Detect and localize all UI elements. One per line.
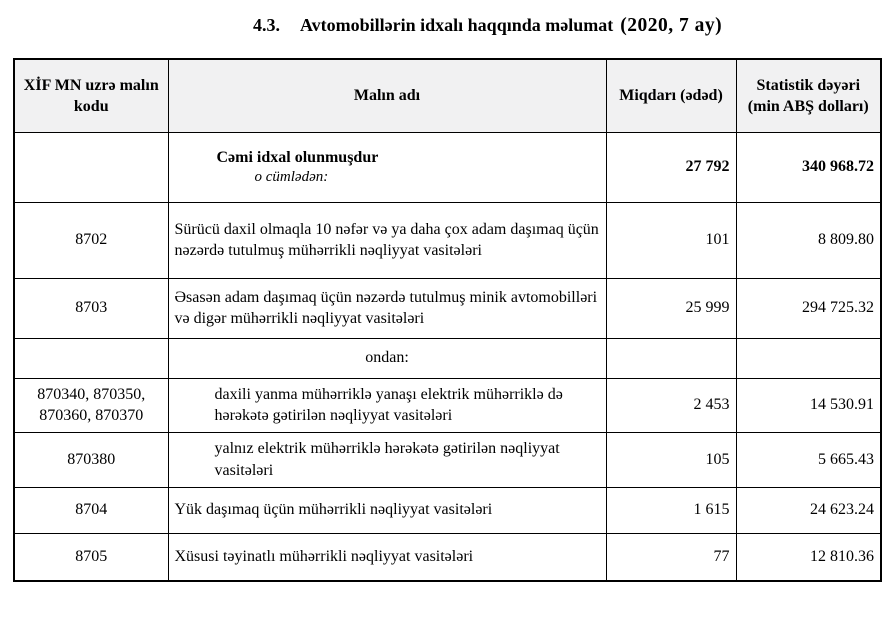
row-name-cell: Xüsusi təyinatlı mühərrikli nəqliyyat va… <box>167 532 607 582</box>
row-name-cell: Sürücü daxil olmaqla 10 nəfər və ya daha… <box>167 201 607 279</box>
table-row: 8702 Sürücü daxil olmaqla 10 nəfər və ya… <box>13 201 882 279</box>
row-value-cell: 294 725.32 <box>735 277 882 339</box>
header-value: Statistik dəyəri (min ABŞ dolları) <box>735 58 882 133</box>
row-value-cell: 14 530.91 <box>735 377 882 433</box>
row-name-cell: daxili yanma mühərriklə yanaşı elektrik … <box>167 377 607 433</box>
total-name-cell: Cəmi idxal olunmuşdur o cümlədən: <box>167 131 607 203</box>
table-row: 8703 Əsasən adam daşımaq üçün nəzərdə tu… <box>13 277 882 339</box>
row-code-cell: 8702 <box>13 201 169 279</box>
table-row: 8704 Yük daşımaq üçün mühərrikli nəqliyy… <box>13 486 882 534</box>
title-text: Avtomobillərin idxalı haqqında məlumat <box>300 15 614 35</box>
total-qty-cell: 27 792 <box>605 131 737 203</box>
header-code: XİF MN uzrə malın kodu <box>13 58 169 133</box>
row-qty-cell: 25 999 <box>605 277 737 339</box>
total-label: Cəmi idxal olunmuşdur <box>216 148 379 166</box>
row-code-cell: 8705 <box>13 532 169 582</box>
row-qty-cell: 1 615 <box>605 486 737 534</box>
page-title: 4.3. Avtomobillərin idxalı haqqında məlum… <box>253 15 722 37</box>
table-row-ondan: ondan: <box>13 337 882 379</box>
imports-table: XİF MN uzrə malın kodu Malın adı Miqdarı… <box>13 58 882 582</box>
row-qty-cell <box>605 337 737 379</box>
row-code-cell: 870340, 870350, 870360, 870370 <box>13 377 169 433</box>
row-value-cell: 24 623.24 <box>735 486 882 534</box>
table-header-row: XİF MN uzrə malın kodu Malın adı Miqdarı… <box>13 58 882 133</box>
total-code-cell <box>13 131 169 203</box>
header-name: Malın adı <box>167 58 607 133</box>
row-value-cell <box>735 337 882 379</box>
row-code-cell <box>13 337 169 379</box>
total-sublabel: o cümlədən: <box>254 168 329 185</box>
row-value-cell: 5 665.43 <box>735 431 882 488</box>
table-row: 8705 Xüsusi təyinatlı mühərrikli nəqliyy… <box>13 532 882 582</box>
row-name-cell: ondan: <box>167 337 607 379</box>
row-name-cell: yalnız elektrik mühərriklə hərəkətə gəti… <box>167 431 607 488</box>
row-qty-cell: 2 453 <box>605 377 737 433</box>
table-row-total: Cəmi idxal olunmuşdur o cümlədən: 27 792… <box>13 131 882 203</box>
total-value-cell: 340 968.72 <box>735 131 882 203</box>
row-qty-cell: 77 <box>605 532 737 582</box>
row-name-cell: Əsasən adam daşımaq üçün nəzərdə tutulmu… <box>167 277 607 339</box>
table-row: 870380 yalnız elektrik mühərriklə hərəkə… <box>13 431 882 488</box>
row-value-cell: 8 809.80 <box>735 201 882 279</box>
title-section-number: 4.3. <box>253 15 280 35</box>
row-code-cell: 8704 <box>13 486 169 534</box>
row-name-cell: Yük daşımaq üçün mühərrikli nəqliyyat va… <box>167 486 607 534</box>
title-period: (2020, 7 ay) <box>620 15 723 36</box>
header-qty: Miqdarı (ədəd) <box>605 58 737 133</box>
table-row: 870340, 870350, 870360, 870370 daxili ya… <box>13 377 882 433</box>
row-code-cell: 870380 <box>13 431 169 488</box>
row-value-cell: 12 810.36 <box>735 532 882 582</box>
row-qty-cell: 105 <box>605 431 737 488</box>
row-qty-cell: 101 <box>605 201 737 279</box>
row-code-cell: 8703 <box>13 277 169 339</box>
